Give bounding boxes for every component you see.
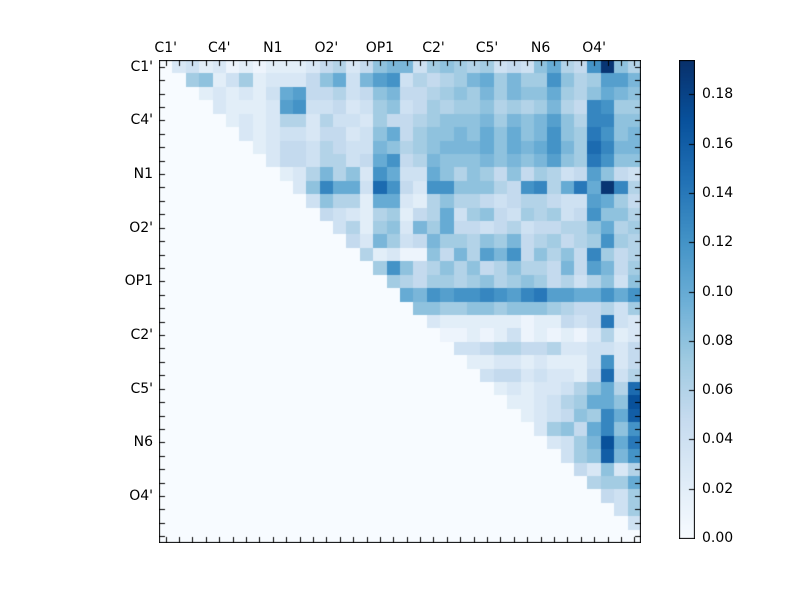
colorbar-tick-label: 0.08: [702, 332, 734, 349]
y-axis-group-label: C1': [130, 58, 153, 75]
y-axis-group-label: N6: [133, 434, 153, 451]
x-axis-group-label: OP1: [365, 40, 395, 56]
colorbar-tick-label: 0.04: [702, 431, 734, 448]
x-axis-group-label: N6: [530, 40, 551, 56]
heatmap-canvas: [159, 60, 641, 543]
colorbar-tick-label: 0.16: [702, 135, 734, 152]
y-axis-group-label: C4': [130, 112, 153, 129]
y-axis-group-label: O2': [129, 219, 153, 236]
x-axis-group-label: O2': [314, 40, 339, 56]
x-axis-group-label: C5': [475, 40, 499, 56]
x-axis-group-label: N1: [263, 40, 283, 56]
y-axis-group-label: O4': [129, 488, 153, 505]
x-axis-group-label: C4': [207, 40, 231, 56]
colorbar-tick-label: 0.14: [702, 185, 734, 202]
colorbar-tick-label: 0.18: [702, 86, 734, 103]
y-axis-group-label: OP1: [124, 273, 153, 290]
y-axis-group-label: N1: [133, 166, 153, 183]
colorbar-tick-label: 0.02: [702, 480, 734, 497]
x-axis-group-label: O4': [582, 40, 607, 56]
y-axis-group-label: C2': [130, 327, 153, 344]
colorbar-tick-label: 0.12: [702, 234, 734, 251]
y-axis-group-label: C5': [130, 380, 153, 397]
x-axis-group-label: C1': [154, 40, 177, 56]
colorbar-canvas: [679, 60, 695, 539]
colorbar-tick-label: 0.00: [702, 530, 734, 546]
colorbar-tick-label: 0.10: [702, 283, 734, 300]
x-axis-group-label: C2': [422, 40, 445, 56]
colorbar-tick-label: 0.06: [702, 382, 734, 399]
